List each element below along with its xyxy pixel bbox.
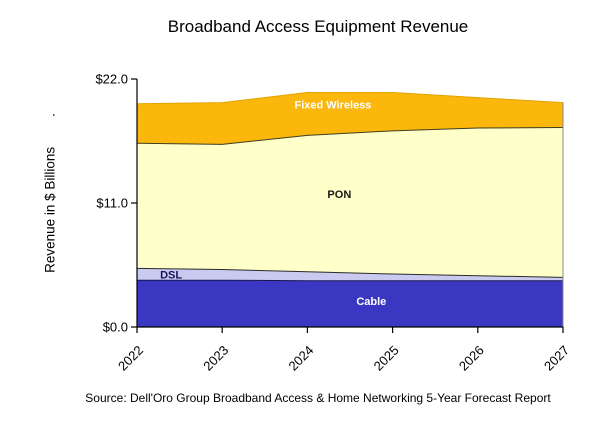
area-pon (136, 127, 564, 278)
source-note: Source: Dell'Oro Group Broadband Access … (85, 391, 551, 405)
area-edge-fixed-wireless (136, 92, 564, 105)
area-label-fixed-wireless: Fixed Wireless (294, 99, 371, 111)
area-edge-dsl (136, 267, 564, 278)
x-tick-label-2024: 2024 (285, 343, 316, 374)
x-tick-label-2023: 2023 (200, 343, 231, 374)
area-label-cable: Cable (356, 296, 386, 308)
x-tick-label-2022: 2022 (115, 343, 146, 374)
area-cable (136, 279, 564, 328)
x-tick-label-2027: 2027 (541, 343, 572, 374)
chart-title: Broadband Access Equipment Revenue (167, 17, 469, 36)
area-edge-pon (136, 126, 564, 145)
area-edge-cable (137, 279, 563, 282)
x-tick-label-2026: 2026 (456, 343, 487, 374)
y-tick-label-22.0: $22.0 (95, 72, 128, 87)
y-tick-label-0.0: $0.0 (103, 320, 128, 335)
y-tick-label-11.0: $11.0 (96, 196, 128, 211)
x-tick-label-2025: 2025 (371, 343, 402, 374)
area-label-dsl: DSL (160, 270, 182, 282)
area-label-pon: PON (327, 189, 351, 201)
